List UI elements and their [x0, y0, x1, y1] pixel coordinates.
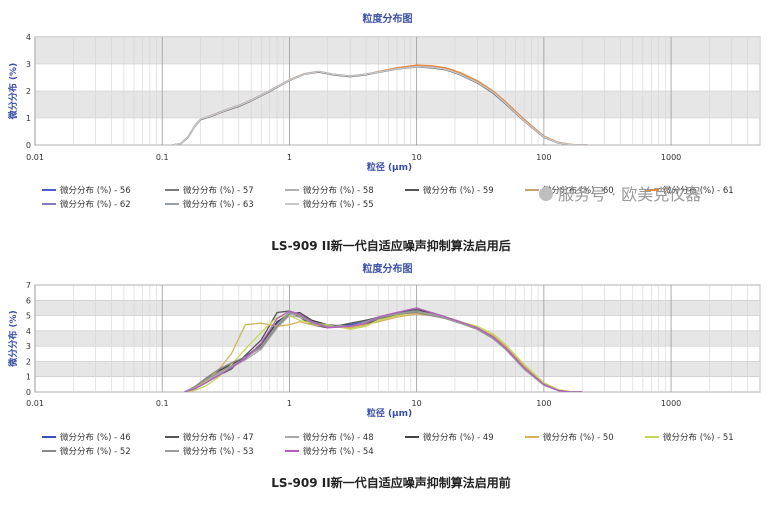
y-tick-label: 5 [26, 312, 31, 321]
grid-band [35, 300, 760, 316]
legend-entry-62: 微分分布 (%) - 62 [60, 199, 131, 210]
grid-band [35, 330, 760, 347]
x-tick-label: 0.1 [156, 153, 169, 162]
legend-entry-47: 微分分布 (%) - 47 [183, 432, 254, 443]
chart-title: 粒度分布图 [363, 262, 413, 275]
legend-entry-60: 微分分布 (%) - 60 [543, 185, 614, 196]
x-tick-label: 10 [412, 399, 422, 408]
watermark: 服务号 · 欧美克仪器 [539, 185, 701, 204]
legend-entry-52: 微分分布 (%) - 52 [60, 446, 131, 457]
y-tick-label: 4 [26, 327, 31, 336]
series-line-51 [184, 311, 583, 392]
legend-entry-58: 微分分布 (%) - 58 [303, 185, 374, 196]
y-tick-label: 2 [26, 357, 31, 366]
y-tick-label: 1 [26, 114, 31, 123]
x-tick-label: 10 [412, 153, 422, 162]
legend-entry-63: 微分分布 (%) - 63 [183, 199, 254, 210]
y-tick-label: 0 [26, 388, 31, 397]
legend-entry-56: 微分分布 (%) - 56 [60, 185, 131, 196]
legend-entry-55: 微分分布 (%) - 55 [303, 199, 374, 210]
x-tick-label: 0.01 [26, 153, 44, 162]
y-axis-label: 微分分布 (%) [7, 63, 19, 120]
x-tick-label: 0.01 [26, 399, 44, 408]
x-tick-label: 1 [287, 399, 292, 408]
series-line-55 [172, 66, 588, 145]
legend-entry-59: 微分分布 (%) - 59 [423, 185, 494, 196]
y-tick-label: 1 [26, 373, 31, 382]
x-tick-label: 100 [536, 153, 551, 162]
y-tick-label: 3 [26, 342, 31, 351]
legend-entry-61: 微分分布 (%) - 61 [663, 185, 734, 196]
chart-title: 粒度分布图 [363, 12, 413, 25]
x-tick-label: 1 [287, 153, 292, 162]
legend-entry-48: 微分分布 (%) - 48 [303, 432, 374, 443]
watermark-logo-icon [539, 187, 553, 201]
chart-2: 粒度分布图 0 1 2 3 4 5 6 7 0.01 0.1 1 10 100 1000 粒径 (μm) 微分分… [7, 262, 761, 490]
x-tick-label: 1000 [661, 153, 681, 162]
legend-entry-49: 微分分布 (%) - 49 [423, 432, 494, 443]
y-axis-label: 微分分布 (%) [7, 310, 19, 367]
legend-entry-53: 微分分布 (%) - 53 [183, 446, 254, 457]
x-tick-label: 0.1 [156, 399, 169, 408]
x-tick-label: 100 [536, 399, 551, 408]
legend-entry-51: 微分分布 (%) - 51 [663, 432, 734, 443]
series-group [172, 64, 588, 145]
y-tick-label: 7 [26, 281, 31, 290]
grid-band [35, 91, 760, 118]
series-group [184, 307, 583, 392]
x-axis-label: 粒径 (μm) [367, 161, 412, 173]
figure-caption: LS-909 II新一代自适应噪声抑制算法启用后 [271, 238, 510, 253]
watermark-text: 服务号 · 欧美克仪器 [558, 185, 701, 204]
x-axis-label: 粒径 (μm) [367, 407, 412, 419]
chart-1: 粒度分布图 0 1 2 3 4 0.01 0.1 1 10 100 1000 粒径 (μm) 微分分布 (… [7, 12, 761, 253]
legend-entry-46: 微分分布 (%) - 46 [60, 432, 131, 443]
legend-entry-57: 微分分布 (%) - 57 [183, 185, 254, 196]
y-tick-label: 6 [26, 296, 31, 305]
y-tick-label: 3 [26, 60, 31, 69]
legend-entry-50: 微分分布 (%) - 50 [543, 432, 614, 443]
figure-caption: LS-909 II新一代自适应噪声抑制算法启用前 [271, 475, 510, 490]
y-tick-label: 0 [26, 141, 31, 150]
series-line-54 [184, 307, 583, 392]
x-tick-label: 1000 [661, 399, 681, 408]
y-tick-label: 4 [26, 33, 31, 42]
y-tick-label: 2 [26, 87, 31, 96]
grid-band [35, 37, 760, 64]
legend-entry-54: 微分分布 (%) - 54 [303, 446, 374, 457]
